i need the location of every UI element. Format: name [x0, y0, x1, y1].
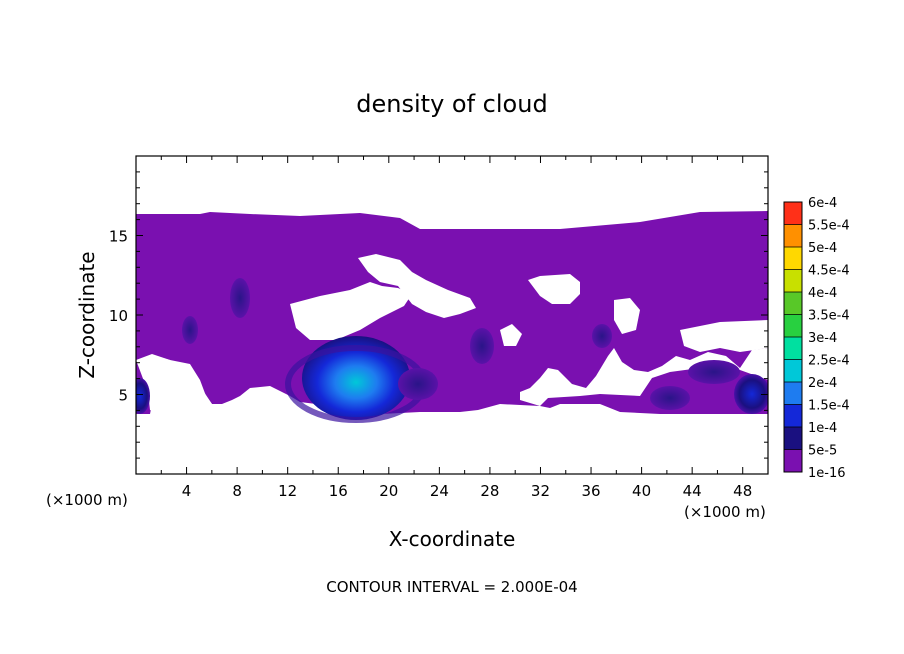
colorbar-swatch	[784, 247, 802, 270]
y-tick-label: 5	[118, 387, 128, 405]
gap-right-lower	[680, 320, 768, 352]
gap-left	[136, 354, 212, 414]
colorbar-swatch	[784, 224, 802, 247]
gap-center-left	[290, 282, 412, 340]
colorbar-label: 3e-4	[808, 331, 837, 346]
colorbar-swatch	[784, 202, 802, 225]
x-tick-label: 8	[232, 482, 242, 500]
core-x0	[136, 378, 150, 414]
x-tick-label: 48	[733, 482, 752, 500]
colorbar-label: 3.5e-4	[808, 309, 850, 324]
colorbar-swatch	[784, 292, 802, 315]
x-tick-label: 28	[480, 482, 499, 500]
plot-area	[136, 211, 768, 423]
x-unit-left: (×1000 m)	[46, 491, 128, 509]
colorbar-label: 5.5e-4	[808, 219, 850, 234]
x-tick-label: 32	[531, 482, 550, 500]
y-axis-label: Z-coordinate	[75, 251, 99, 378]
x-axis-label: X-coordinate	[389, 527, 516, 551]
x-tick-label: 16	[329, 482, 348, 500]
y-axis-ticks: 5 10 15	[109, 171, 768, 459]
colorbar-label: 4.5e-4	[808, 264, 850, 279]
colorbar: 1e-16 5e-5 1e-4 1.5e-4 2e-4 2.5e-4 3e-4 3.5e-4 4…	[783, 196, 850, 481]
colorbar-swatch	[784, 337, 802, 360]
x-unit-right: (×1000 m)	[684, 503, 766, 521]
core-x4	[182, 316, 198, 344]
colorbar-label: 2e-4	[808, 376, 837, 391]
colorbar-label: 1e-4	[808, 421, 837, 436]
core-x36	[592, 324, 612, 348]
x-axis-ticks: 4 8 12 16 20 24 28 32 36 40 44 48	[160, 156, 752, 500]
colorbar-label: 1.5e-4	[808, 399, 850, 414]
colorbar-label: 5e-4	[808, 241, 837, 256]
core-x49	[734, 374, 768, 414]
x-tick-label: 4	[182, 482, 192, 500]
x-tick-label: 24	[430, 482, 449, 500]
core-x27	[470, 328, 494, 364]
colorbar-label: 2.5e-4	[808, 354, 850, 369]
x-tick-label: 20	[379, 482, 398, 500]
colorbar-swatch	[784, 449, 802, 472]
colorbar-label: 6e-4	[808, 196, 837, 211]
chart-title: density of cloud	[356, 90, 547, 118]
gap-right-upper	[528, 274, 580, 304]
core-x45	[688, 360, 740, 384]
colorbar-label: 1e-16	[808, 466, 846, 481]
core-x8	[230, 278, 250, 318]
y-tick-label: 10	[109, 307, 128, 325]
core-x42	[650, 386, 690, 410]
core-x18	[302, 336, 410, 420]
gap-mid-right	[500, 324, 522, 346]
y-tick-label: 15	[109, 228, 128, 246]
contour-interval: CONTOUR INTERVAL = 2.000E-04	[326, 578, 577, 596]
x-tick-label: 44	[683, 482, 702, 500]
colorbar-label: 5e-5	[808, 444, 837, 459]
colorbar-swatch	[784, 359, 802, 382]
gap-center-top	[358, 254, 476, 318]
colorbar-swatch	[784, 314, 802, 337]
x-tick-label: 36	[581, 482, 600, 500]
x-tick-label: 40	[632, 482, 651, 500]
gap-right-notch	[614, 298, 640, 334]
colorbar-swatch	[784, 269, 802, 292]
core-x22	[398, 368, 438, 400]
colorbar-swatch	[784, 427, 802, 450]
colorbar-label: 4e-4	[808, 286, 837, 301]
x-tick-label: 12	[278, 482, 297, 500]
colorbar-swatch	[784, 382, 802, 405]
colorbar-swatch	[784, 404, 802, 427]
